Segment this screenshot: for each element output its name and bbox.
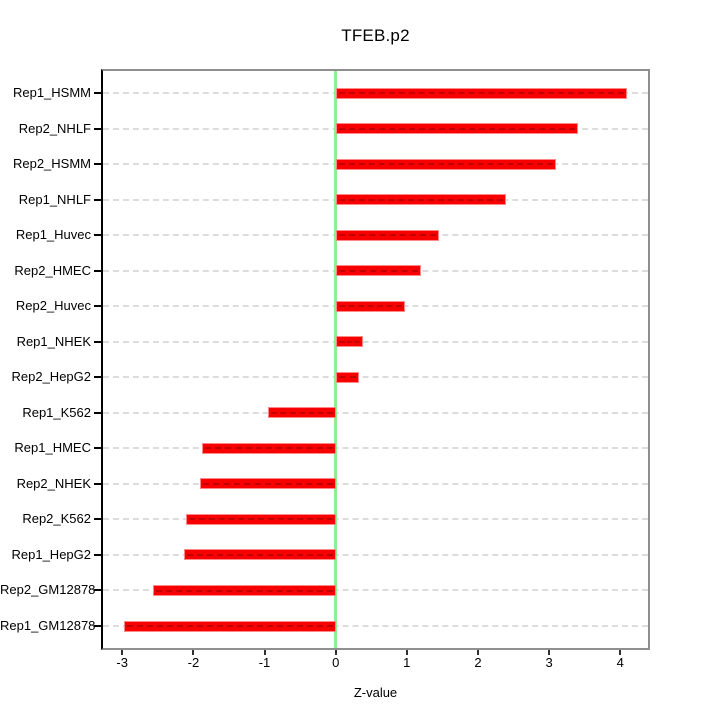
bar-dash-pattern [338,305,402,308]
bar-Rep2_NHEK [199,478,336,490]
y-tick-mark [94,92,101,94]
bar-dash-pattern [155,589,333,592]
gridline [103,518,648,521]
gridline [103,340,648,343]
bar-dash-pattern [338,376,357,379]
x-tick-mark [192,650,195,655]
y-tick-mark [94,518,101,521]
y-tick-mark [94,340,101,343]
x-tick-label--1: -1 [258,655,271,670]
x-tick-mark [477,650,479,655]
bar-Rep2_HepG2 [335,371,360,383]
bar-dash-pattern [187,553,333,556]
y-tick-label-Rep1_HSMM: Rep1_HSMM [12,85,91,100]
y-tick-label-Rep1_NHLF: Rep1_NHLF [18,191,91,207]
y-tick-label-Rep2_NHLF: Rep2_NHLF [18,120,91,136]
y-tick-mark [94,589,101,592]
y-tick-label-Rep1_Huvec: Rep1_Huvec [15,227,91,243]
x-tick-label-3: 3 [545,655,553,670]
bar-dash-pattern [338,127,575,130]
y-tick-mark [94,269,101,272]
x-tick-mark [121,650,124,655]
y-tick-label-Rep2_Huvec: Rep2_Huvec [15,298,91,314]
bar-dash-pattern [338,340,361,343]
x-tick-label-4: 4 [616,655,624,670]
gridline [103,411,648,414]
bar-Rep2_GM12878 [152,585,336,596]
bar-dash-pattern [338,92,625,94]
y-tick-label-Rep2_HepG2: Rep2_HepG2 [11,369,92,385]
bar-dash-pattern [338,234,436,237]
x-tick-label-2: 2 [474,655,482,670]
y-tick-mark [94,234,101,237]
bar-Rep1_K562 [268,407,336,419]
x-tick-label-1: 1 [403,655,411,670]
x-tick-mark [619,650,622,655]
chart-title: TFEB.p2 [341,26,410,45]
bar-Rep1_HepG2 [184,549,336,561]
y-tick-label-Rep2_GM12878: Rep2_GM12878 [0,582,96,598]
y-tick-mark [94,447,101,450]
bar-Rep2_HSMM [335,158,557,170]
y-tick-label-Rep2_NHEK: Rep2_NHEK [16,475,91,491]
y-tick-mark [94,482,101,485]
x-tick-mark [334,650,337,655]
bar-dash-pattern [271,411,333,414]
y-tick-label-Rep1_K562: Rep1_K562 [22,404,91,420]
bar-dash-pattern [338,269,419,272]
y-tick-mark [94,127,101,130]
bar-Rep1_NHEK [335,336,364,348]
bar-Rep1_HMEC [201,442,336,454]
y-tick-mark [94,305,101,308]
bar-dash-pattern [127,625,333,627]
x-tick-label--2: -2 [187,655,200,670]
y-tick-label-Rep1_GM12878: Rep1_GM12878 [0,618,96,633]
x-tick-mark [263,650,266,655]
bar-dash-pattern [204,447,333,450]
y-tick-mark [94,553,101,556]
y-tick-label-Rep2_K562: Rep2_K562 [22,511,91,527]
x-tick-label-0: 0 [332,655,340,670]
bar-Rep1_HSMM [335,87,628,99]
bar-dash-pattern [338,198,504,201]
y-tick-label-Rep1_NHEK: Rep1_NHEK [16,333,91,349]
y-tick-mark [94,376,101,379]
gridline [103,553,648,556]
bar-dash-pattern [202,482,333,485]
y-tick-label-Rep1_HMEC: Rep1_HMEC [14,440,91,456]
gridline [103,589,648,592]
y-tick-label-Rep2_HSMM: Rep2_HSMM [12,156,91,172]
y-tick-mark [94,625,101,627]
y-tick-mark [94,198,101,201]
x-tick-mark [548,650,551,655]
bar-Rep2_K562 [186,513,336,525]
bar-Rep1_GM12878 [124,620,336,632]
bar-Rep2_NHLF [335,123,578,134]
bar-dash-pattern [338,163,554,166]
plot-area [101,69,650,650]
y-tick-mark [94,163,101,166]
zero-reference-line [334,71,337,648]
gridline [103,625,648,627]
gridline [103,482,648,485]
x-axis-title: Z-value [353,685,398,700]
y-tick-label-Rep1_HepG2: Rep1_HepG2 [11,546,92,562]
x-tick-mark [405,650,408,655]
bar-dash-pattern [189,518,333,521]
bar-Rep2_Huvec [335,300,405,312]
x-tick-label--3: -3 [116,655,128,670]
bar-Rep1_NHLF [335,194,507,206]
bar-Rep2_HMEC [335,265,422,277]
bar-Rep1_Huvec [335,229,439,241]
y-tick-label-Rep2_HMEC: Rep2_HMEC [14,262,91,278]
gridline [103,447,648,450]
gridline [103,376,648,379]
y-tick-mark [94,411,101,414]
